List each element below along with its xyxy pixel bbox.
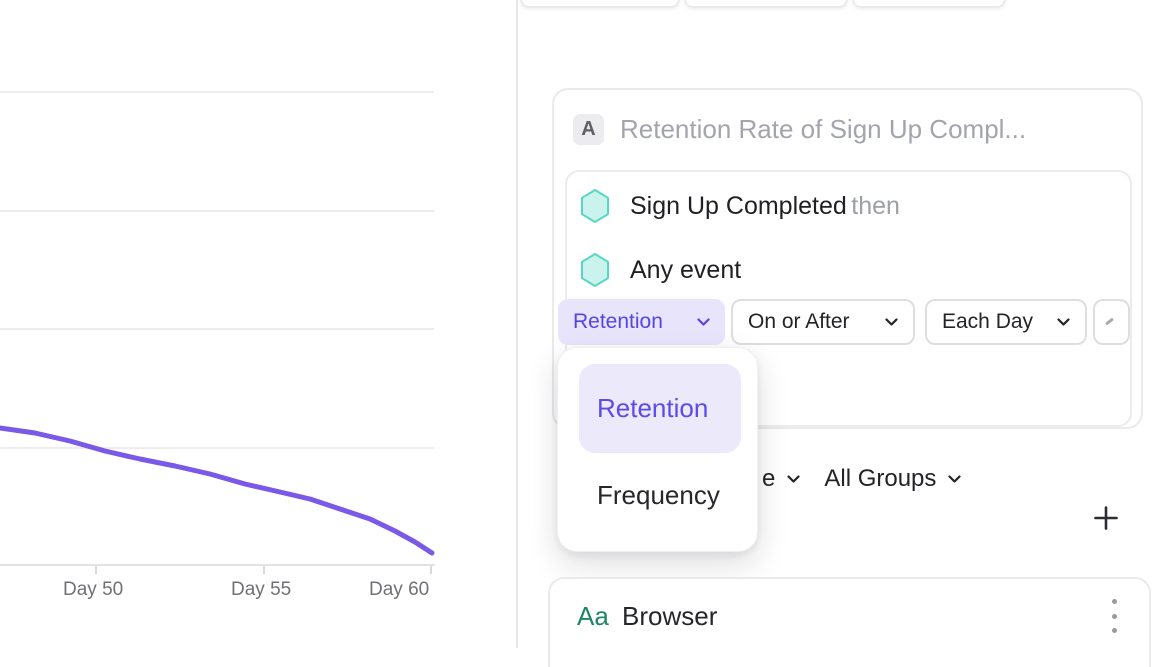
retention-line [0,425,435,556]
retention-line-chart [0,425,435,556]
menu-item-retention[interactable]: Retention [579,364,741,453]
add-breakdown-button[interactable] [1088,500,1124,536]
event-hexagon-icon [581,253,609,287]
chart-gridline [0,328,434,330]
chevron-down-icon[interactable] [948,475,962,483]
group-selector[interactable]: All Groups [824,465,937,492]
event-name[interactable]: Any event [630,255,742,284]
clipped-glyph [1105,317,1114,326]
measurement-label: Retention [573,310,663,333]
breakdown-card: Aa Browser [548,577,1151,667]
interval-label: Each Day [942,310,1034,333]
breakdown-property-label[interactable]: Browser [622,601,718,631]
x-axis-tick [430,566,432,574]
query-title-input[interactable]: Retention Rate of Sign Up Compl... [620,114,1027,144]
event-suffix: then [851,191,900,220]
on-or-after-dropdown-button[interactable]: On or After [731,299,915,345]
on-or-after-label: On or After [748,310,850,333]
clipped-control-button[interactable] [1093,299,1130,345]
event-row-first[interactable]: Sign Up Completed then [580,186,900,226]
event-hexagon-icon [581,189,609,223]
plus-icon [1094,506,1118,530]
x-axis-label: Day 55 [231,579,292,600]
kebab-menu-icon[interactable] [1102,599,1126,633]
interval-dropdown-button[interactable]: Each Day [925,299,1087,345]
chevron-down-icon [1057,318,1070,326]
chart-gridline [0,447,434,449]
series-letter-badge: A [573,114,604,145]
toolbar-segment[interactable] [684,0,848,8]
x-axis-label: Day 60 [369,579,430,600]
measurement-dropdown-button[interactable]: Retention [558,299,725,345]
event-name[interactable]: Sign Up Completed [630,191,847,220]
chart-gridline [0,91,434,93]
chevron-down-icon [697,318,710,326]
toolbar-segment[interactable] [520,0,680,8]
criteria-row: e All Groups [762,458,962,500]
chevron-down-icon [885,318,898,326]
chevron-down-icon[interactable] [787,475,800,483]
toolbar-segment[interactable] [852,0,1006,8]
chart-x-axis [0,564,435,566]
string-property-icon: Aa [577,601,609,631]
clipped-label[interactable]: e [762,465,776,492]
measurement-menu: Retention Frequency [557,347,758,552]
x-axis-label: Day 50 [63,579,124,600]
menu-item-frequency[interactable]: Frequency [597,479,720,510]
x-axis-tick [95,566,97,574]
x-axis-tick [263,566,265,574]
panel-divider [516,0,518,648]
chart-gridline [0,210,434,212]
event-row-return[interactable]: Any event [580,250,741,290]
